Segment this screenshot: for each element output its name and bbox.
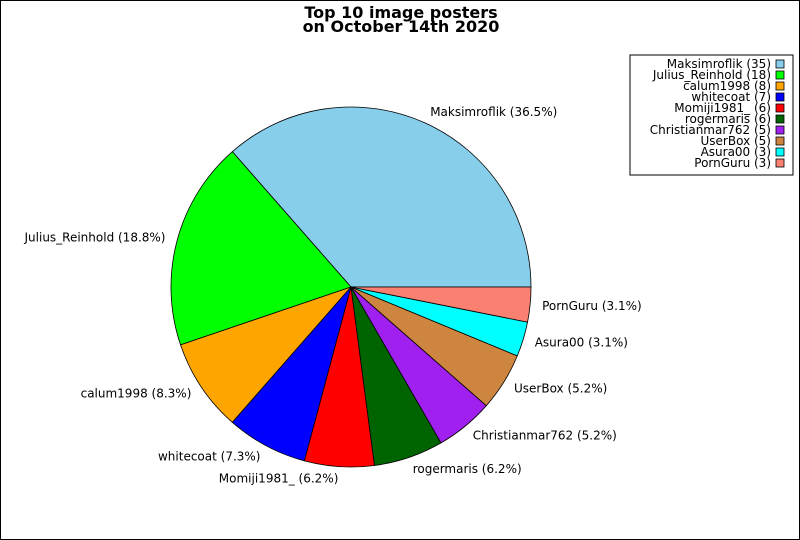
legend-item-label: Asura00 (3)	[701, 145, 771, 159]
legend-swatch	[775, 158, 785, 168]
chart-title-line-2: on October 14th 2020	[303, 17, 500, 36]
slice-label: Momiji1981_ (6.2%)	[219, 472, 339, 486]
slice-label: Julius_Reinhold (18.8%)	[24, 230, 166, 244]
legend-swatch	[775, 147, 785, 157]
legend-item-label: Christianmar762 (5)	[650, 123, 771, 137]
pie-slice-julius-reinhold	[170, 151, 352, 346]
slice-label: UserBox (5.2%)	[514, 381, 607, 395]
slice-label: rogermaris (6.2%)	[413, 462, 522, 476]
slice-label: Maksimroflik (36.5%)	[430, 105, 557, 119]
pie-slices	[170, 106, 532, 468]
legend-item-label: UserBox (5)	[701, 134, 771, 148]
legend-swatch	[775, 70, 785, 80]
pie-slice-pornguru	[350, 286, 532, 323]
legend-item-label: Maksimroflik (35)	[667, 57, 771, 71]
slice-labels: Maksimroflik (36.5%) Julius_Reinhold (18.…	[24, 105, 642, 486]
legend-item-label: PornGuru (3)	[694, 156, 771, 170]
pie-slice-maksimroflik	[231, 106, 532, 288]
legend-swatch	[775, 92, 785, 102]
slice-label: Asura00 (3.1%)	[535, 336, 628, 350]
legend-item-label: whitecoat (7)	[691, 90, 771, 104]
legend-item-label: Julius_Reinhold (18)	[652, 68, 771, 82]
legend-swatch	[775, 125, 785, 135]
legend-swatch	[775, 114, 785, 124]
slice-label: Christianmar762 (5.2%)	[473, 428, 617, 442]
slice-label: calum1998 (8.3%)	[81, 387, 192, 401]
legend: Maksimroflik (35)Julius_Reinhold (18)cal…	[629, 54, 794, 176]
slice-label: whitecoat (7.3%)	[158, 449, 261, 463]
pie-slice-calum1998	[180, 286, 353, 423]
legend-swatch	[775, 81, 785, 91]
legend-swatch	[775, 136, 785, 146]
slice-label: PornGuru (3.1%)	[542, 299, 642, 313]
legend-swatch	[775, 103, 785, 113]
legend-item-label: Momiji1981_ (6)	[674, 101, 771, 115]
legend-item-label: rogermaris (6)	[685, 112, 771, 126]
chart-title-line-1: Top 10 image posters	[304, 3, 497, 22]
legend-box	[629, 54, 794, 176]
legend-item-label: calum1998 (8)	[683, 79, 771, 93]
legend-swatch	[775, 59, 785, 69]
